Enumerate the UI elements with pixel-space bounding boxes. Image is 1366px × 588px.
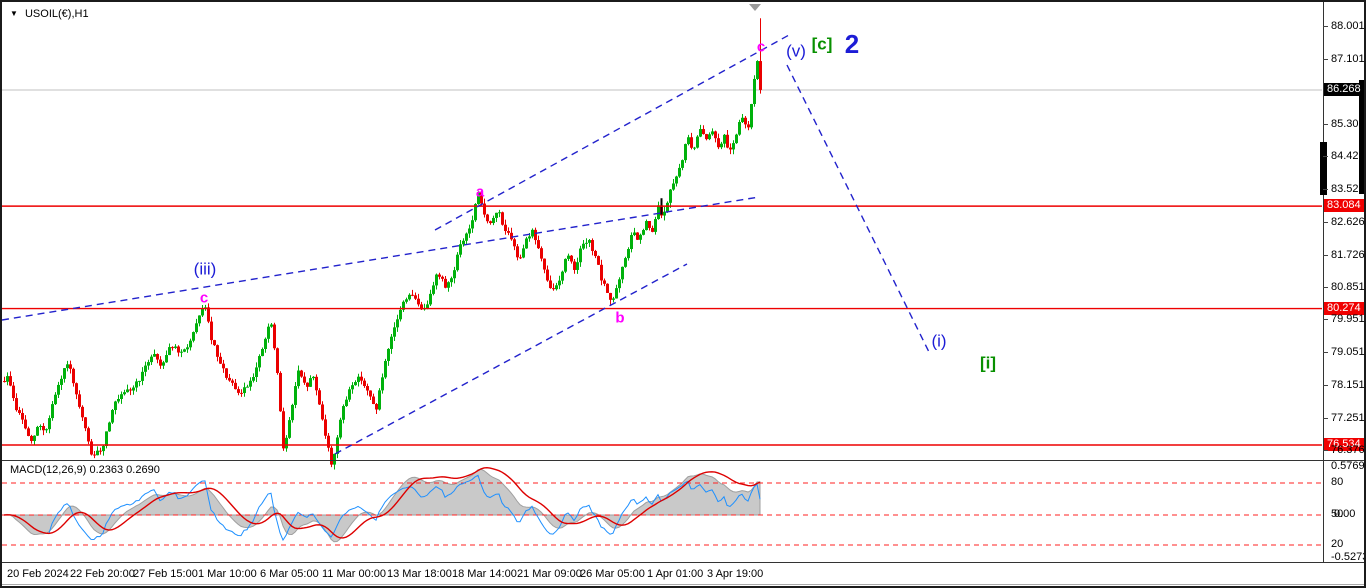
price-tick: 80.851 [1323,281,1364,293]
macd-signal-line [3,466,761,539]
macd-axis-label: 20 [1331,538,1344,550]
trend-line[interactable] [434,34,790,231]
time-tick-label: 27 Feb 15:00 [133,568,198,580]
macd-axis-label: 0.00 [1334,508,1356,520]
macd-time-divider [2,562,1364,563]
macd-axis-label: 80 [1331,476,1344,488]
price-axis-border [1323,2,1324,563]
wave-label[interactable]: a [475,183,485,201]
wave-label[interactable]: (iii) [193,259,217,279]
time-tick-label: 21 Mar 09:00 [517,568,582,580]
time-tick-label: 20 Feb 2024 [7,568,69,580]
price-tick: 85.301 [1323,118,1364,130]
time-tick-label: 3 Apr 19:00 [707,568,764,580]
chart-macd-divider [2,460,1364,461]
right-edge-bar [1359,80,1364,194]
candlesticks [3,18,762,470]
time-tick-label: 18 Mar 14:00 [452,568,517,580]
level-price-tag: 76.534 [1324,437,1364,451]
time-tick-label: 22 Feb 20:00 [70,568,135,580]
macd-axis-label: -0.5273 [1331,551,1366,563]
axis-scale-marker[interactable] [1320,142,1327,195]
price-tick: 83.526 [1323,183,1364,195]
price-tick: 76.376 [1323,444,1364,456]
wave-label[interactable]: (i) [931,331,947,351]
price-tick: 81.726 [1323,249,1364,261]
level-price-tag: 80.274 [1324,301,1364,315]
level-price-tag: 83.084 [1324,199,1364,213]
time-tick-label: 13 Mar 18:00 [387,568,452,580]
wave-label[interactable]: [c] [811,34,833,54]
arrow-down-marker-icon [749,4,761,11]
chevron-down-icon[interactable]: ▼ [10,9,18,18]
time-tick-label: 6 Mar 05:00 [260,568,319,580]
price-tick: 87.101 [1323,53,1364,65]
time-tick-label: 1 Apr 01:00 [647,568,704,580]
current-price-tag: 86.268 [1324,83,1364,96]
price-tick: 84.426 [1323,150,1364,162]
wave-label[interactable]: b [615,309,625,327]
macd-axis-label: 50 [1331,508,1344,520]
symbol-title: USOIL(€),H1 [24,8,89,20]
time-tick-label: 11 Mar 00:00 [322,568,387,580]
price-tick: 78.151 [1323,379,1364,391]
time-tick-label: 26 Mar 05:00 [580,568,645,580]
wave-label[interactable]: 2 [844,29,860,59]
price-tick: 77.251 [1323,412,1364,424]
macd-histogram [3,468,761,543]
wave-label[interactable]: (v) [786,41,806,61]
macd-axis-label: 0.5769 [1331,460,1365,472]
trend-line[interactable] [786,64,930,353]
macd-indicator-label: MACD(12,26,9) 0.2363 0.2690 [10,464,160,476]
price-tick: 82.626 [1323,216,1364,228]
wave-label[interactable]: c [756,38,766,56]
time-tick-label: 1 Mar 10:00 [198,568,257,580]
trend-line[interactable] [334,263,688,455]
symbol-header[interactable]: ▼ USOIL(€),H1 [10,8,89,20]
macd-blue-line [48,474,761,542]
wave-label[interactable]: [i] [979,353,997,373]
bottom-hairline [2,584,1364,585]
price-tick: 79.951 [1323,313,1364,325]
price-tick: 79.051 [1323,346,1364,358]
wave-label[interactable]: c [199,289,209,307]
trend-line[interactable] [2,196,760,321]
price-tick: 88.001 [1323,20,1364,32]
